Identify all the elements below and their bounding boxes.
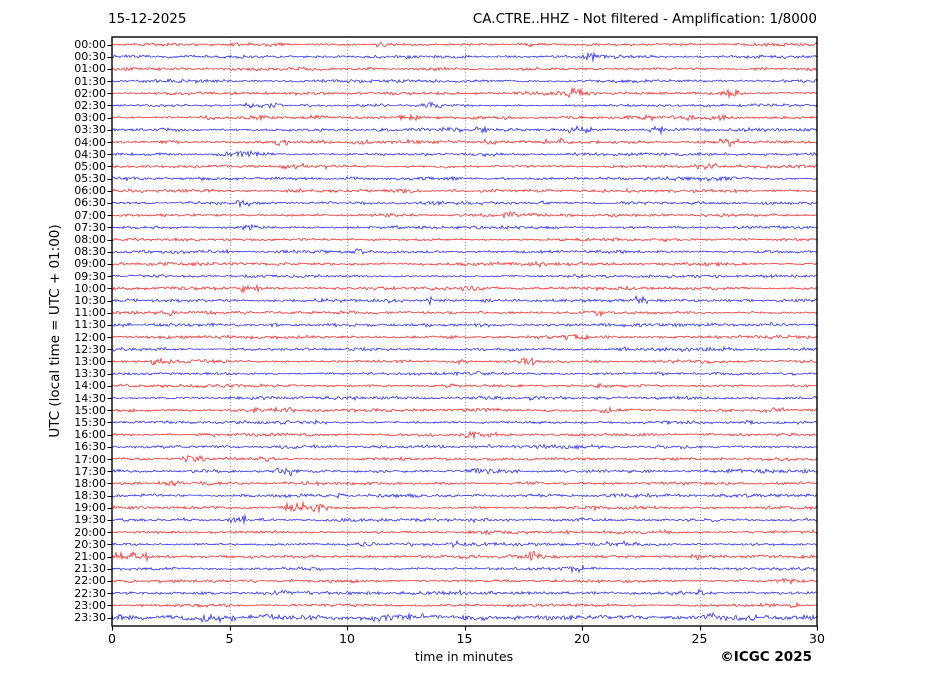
y-tick-label: 11:30 (74, 318, 106, 332)
y-tick-label: 21:00 (74, 550, 106, 564)
x-tick-label: 25 (691, 631, 708, 646)
y-tick-label: 00:00 (74, 38, 106, 51)
y-tick-label: 20:00 (74, 525, 106, 539)
y-tick-label: 09:30 (74, 269, 106, 283)
y-tick-label: 15:30 (74, 415, 106, 429)
x-tick-label: 0 (108, 631, 116, 646)
y-tick-label: 09:00 (74, 257, 106, 271)
x-axis-label: time in minutes (414, 649, 514, 664)
y-tick-label: 15:00 (74, 403, 106, 417)
x-tick-label: 15 (456, 631, 473, 646)
y-tick-label: 01:30 (74, 74, 106, 88)
y-tick-label: 17:00 (74, 452, 106, 466)
y-tick-label: 18:30 (74, 489, 106, 503)
y-tick-label: 01:00 (74, 62, 106, 76)
y-tick-label: 12:00 (74, 330, 106, 344)
y-tick-label: 04:00 (74, 135, 106, 149)
y-tick-label: 21:30 (74, 562, 106, 576)
y-tick-label: 14:30 (74, 391, 106, 405)
y-tick-label: 19:30 (74, 513, 106, 527)
y-tick-label: 10:30 (74, 294, 106, 308)
y-tick-label: 22:00 (74, 574, 106, 588)
y-tick-label: 06:00 (74, 184, 106, 198)
y-tick-label: 16:30 (74, 440, 106, 454)
y-tick-label: 13:00 (74, 354, 106, 368)
y-tick-label: 08:00 (74, 233, 106, 247)
y-tick-label: 02:00 (74, 86, 106, 100)
y-tick-label: 16:00 (74, 428, 106, 442)
y-tick-label: 19:00 (74, 501, 106, 515)
y-tick-label: 04:30 (74, 147, 106, 161)
y-tick-label: 10:00 (74, 281, 106, 295)
y-tick-label: 05:00 (74, 159, 106, 173)
y-tick-label: 12:30 (74, 342, 106, 356)
y-tick-label: 13:30 (74, 367, 106, 381)
date-title: 15-12-2025 (108, 11, 187, 27)
y-tick-label: 03:30 (74, 123, 106, 137)
x-tick-label: 30 (809, 631, 825, 646)
y-tick-label: 18:00 (74, 476, 106, 490)
y-tick-label: 11:00 (74, 306, 106, 320)
station-title: CA.CTRE..HHZ - Not filtered - Amplificat… (472, 11, 817, 27)
x-tick-label: 20 (574, 631, 590, 646)
y-tick-label: 22:30 (74, 586, 106, 600)
y-tick-label: 02:30 (74, 98, 106, 112)
y-tick-label: 23:00 (74, 598, 106, 612)
y-tick-label: 08:30 (74, 245, 106, 259)
y-tick-label: 20:30 (74, 537, 106, 551)
copyright-text: ©ICGC 2025 (720, 649, 812, 665)
y-tick-label: 05:30 (74, 172, 106, 186)
y-tick-label: 00:30 (74, 50, 106, 64)
y-tick-label: 23:30 (74, 611, 106, 624)
y-tick-label: 07:00 (74, 208, 106, 222)
y-tick-label: 06:30 (74, 196, 106, 210)
y-tick-label: 03:00 (74, 111, 106, 125)
y-tick-label: 17:30 (74, 464, 106, 478)
x-tick-label: 10 (339, 631, 355, 646)
y-tick-label: 14:00 (74, 379, 106, 393)
y-tick-label: 07:30 (74, 220, 106, 234)
x-tick-label: 5 (225, 631, 234, 646)
